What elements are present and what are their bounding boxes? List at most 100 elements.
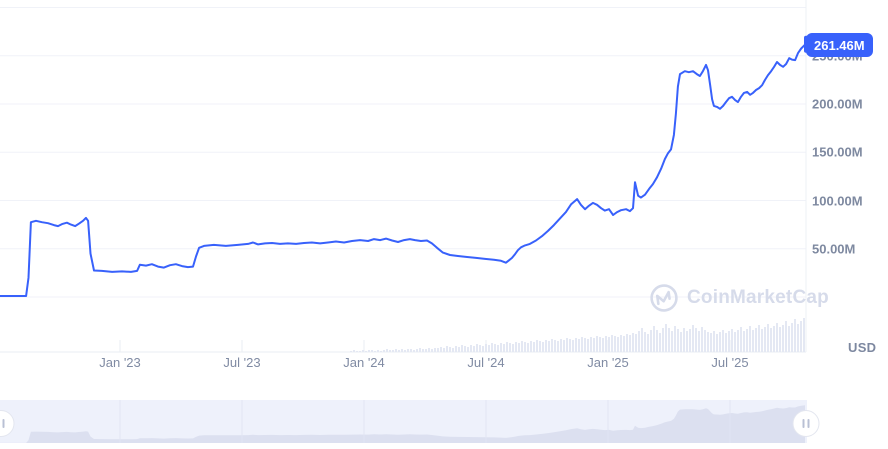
- volume-bar: [689, 329, 691, 352]
- volume-bar: [503, 344, 505, 352]
- volume-bar: [638, 331, 640, 352]
- volume-bar: [686, 331, 688, 352]
- volume-bar: [422, 349, 424, 352]
- y-axis-label: 150.00M: [812, 144, 863, 160]
- volume-bar: [464, 346, 466, 352]
- volume-bar: [539, 341, 541, 352]
- brush-handle-right[interactable]: [792, 410, 820, 437]
- brush-silhouette: [0, 405, 805, 443]
- volume-bar: [521, 341, 523, 352]
- volume-bar: [455, 346, 457, 352]
- volume-bar: [377, 350, 379, 352]
- volume-bar: [599, 337, 601, 352]
- volume-bar: [368, 350, 370, 352]
- volume-bar: [383, 350, 385, 352]
- volume-bar: [485, 344, 487, 352]
- volume-bar: [446, 346, 448, 352]
- volume-bar: [719, 332, 721, 352]
- volume-bar: [698, 331, 700, 352]
- handle-circle[interactable]: [792, 410, 820, 437]
- y-axis-label: 50.00M: [812, 241, 856, 257]
- volume-bar: [710, 333, 712, 352]
- volume-bar: [530, 341, 532, 352]
- volume-bar: [479, 345, 481, 352]
- volume-bar: [392, 350, 394, 352]
- volume-bar: [350, 351, 352, 352]
- volume-bar: [620, 335, 622, 352]
- volume-bar: [398, 350, 400, 352]
- volume-bar: [395, 349, 397, 352]
- handle-circle[interactable]: [0, 410, 15, 437]
- volume-bar: [404, 350, 406, 352]
- brush-handle-left[interactable]: [0, 410, 15, 437]
- volume-bar: [563, 340, 565, 352]
- x-axis-label: Jan '23: [99, 355, 141, 370]
- volume-bar: [512, 344, 514, 352]
- volume-bar: [440, 347, 442, 352]
- volume-bar: [386, 349, 388, 352]
- y-axis-label: 200.00M: [812, 96, 863, 112]
- volume-bar: [611, 335, 613, 352]
- volume-bar: [575, 338, 577, 352]
- volume-bar: [401, 349, 403, 352]
- volume-bar: [692, 325, 694, 352]
- volume-bar: [707, 332, 709, 352]
- volume-bar: [602, 338, 604, 352]
- y-axis-unit-label: USD: [848, 340, 877, 355]
- volume-bar: [437, 348, 439, 352]
- volume-bar: [644, 332, 646, 352]
- volume-bar: [782, 325, 784, 352]
- volume-bar: [509, 343, 511, 352]
- volume-bar: [494, 344, 496, 352]
- volume-bar: [452, 348, 454, 352]
- volume-bar: [407, 349, 409, 352]
- volume-bar: [587, 339, 589, 352]
- volume-bar: [731, 329, 733, 352]
- volume-bar: [467, 347, 469, 352]
- volume-bar: [803, 318, 805, 352]
- volume-bar: [788, 326, 790, 352]
- volume-bar: [662, 328, 664, 352]
- volume-bar: [617, 337, 619, 352]
- volume-bar: [746, 329, 748, 352]
- volume-bar: [764, 327, 766, 352]
- volume-bar: [353, 350, 355, 352]
- volume-bar: [779, 327, 781, 352]
- volume-bar: [716, 334, 718, 352]
- volume-bar: [560, 339, 562, 352]
- volume-bar: [425, 349, 427, 352]
- volume-bar: [515, 342, 517, 352]
- volume-bar: [590, 337, 592, 352]
- volume-bar: [668, 328, 670, 352]
- volume-bar: [683, 328, 685, 352]
- volume-bar: [380, 351, 382, 352]
- volume-bar: [536, 340, 538, 352]
- volume-bar: [419, 348, 421, 352]
- volume-bar: [362, 350, 364, 352]
- volume-bar: [371, 350, 373, 352]
- volume-bar: [623, 336, 625, 352]
- volume-bar: [542, 342, 544, 352]
- volume-bar: [500, 343, 502, 352]
- volume-bar: [701, 327, 703, 352]
- volume-bar: [461, 345, 463, 352]
- volume-bar: [776, 323, 778, 352]
- volume-bar: [674, 326, 676, 352]
- volume-bar: [614, 336, 616, 352]
- x-axis-label: Jan '25: [587, 355, 629, 370]
- volume-bar: [566, 338, 568, 352]
- volume-bar: [704, 330, 706, 352]
- volume-bar: [722, 330, 724, 352]
- volume-bar: [491, 343, 493, 352]
- volume-bar: [671, 331, 673, 352]
- volume-bar: [653, 326, 655, 352]
- volume-bar: [797, 324, 799, 352]
- volume-bar: [449, 347, 451, 352]
- range-selector: [0, 400, 820, 443]
- volume-bar: [356, 351, 358, 352]
- volume-bar: [659, 333, 661, 352]
- current-value-badge: 261.46M: [806, 33, 873, 57]
- volume-bar: [434, 348, 436, 352]
- volume-bar: [596, 336, 598, 352]
